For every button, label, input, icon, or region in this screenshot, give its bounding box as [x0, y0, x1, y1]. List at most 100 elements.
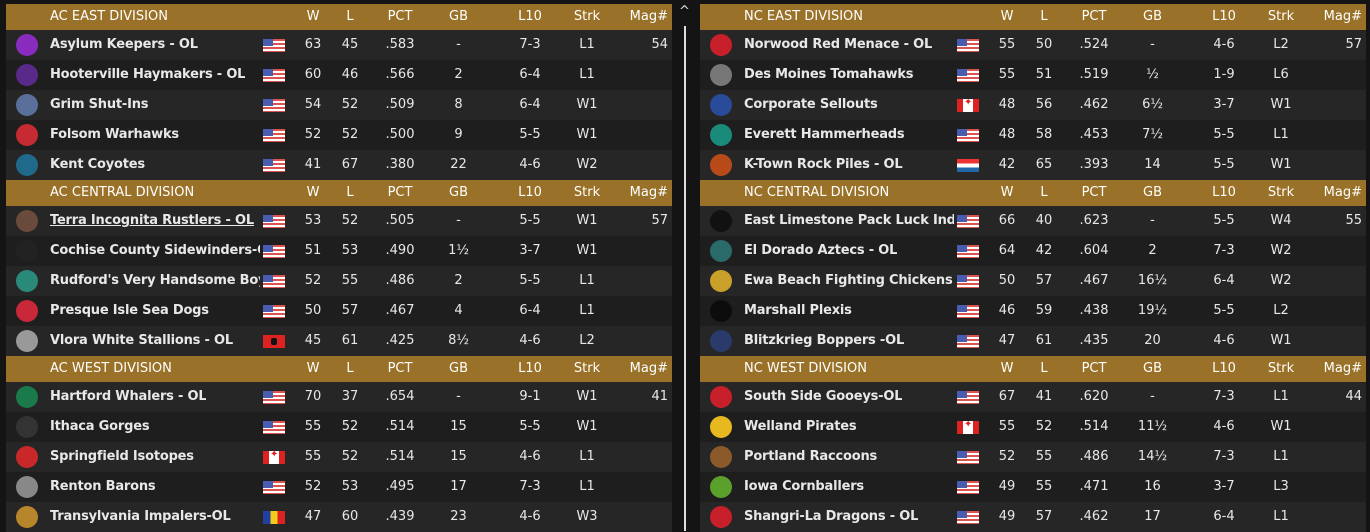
- column-header-pct[interactable]: PCT: [1081, 361, 1107, 376]
- team-row[interactable]: Blitzkrieg Boppers -OL 47 61 .435 20 4-6 W1: [700, 326, 1366, 356]
- column-header-w[interactable]: W: [306, 185, 320, 200]
- team-row[interactable]: Presque Isle Sea Dogs 50 57 .467 4 6-4 L1: [6, 296, 672, 326]
- column-header-strk[interactable]: Strk: [1267, 9, 1295, 24]
- team-name-link[interactable]: Ithaca Gorges: [50, 419, 150, 434]
- column-header-mag[interactable]: Mag#: [1323, 185, 1362, 200]
- team-row[interactable]: Cochise County Sidewinders-OL 51 53 .490 1½ 3…: [6, 236, 672, 266]
- team-name-link[interactable]: South Side Gooeys-OL: [744, 389, 903, 404]
- team-name-link[interactable]: K-Town Rock Piles - OL: [744, 157, 903, 172]
- team-row[interactable]: Shangri-La Dragons - OL 49 57 .462 17 6-4 L1: [700, 502, 1366, 532]
- team-name-link[interactable]: Ewa Beach Fighting Chickens -: [744, 273, 954, 288]
- column-header-gb[interactable]: GB: [449, 9, 468, 24]
- column-header-pct[interactable]: PCT: [387, 185, 413, 200]
- team-row[interactable]: Folsom Warhawks 52 52 .500 9 5-5 W1: [6, 120, 672, 150]
- team-row[interactable]: Des Moines Tomahawks 55 51 .519 ½ 1-9 L6: [700, 60, 1366, 90]
- team-name-link[interactable]: Vlora White Stallions - OL: [50, 333, 233, 348]
- team-row[interactable]: Everett Hammerheads 48 58 .453 7½ 5-5 L1: [700, 120, 1366, 150]
- team-name-link[interactable]: Transylvania Impalers-OL: [50, 509, 231, 524]
- team-name-link[interactable]: East Limestone Pack Luck Indians: [744, 213, 954, 228]
- column-header-mag[interactable]: Mag#: [629, 185, 668, 200]
- team-row[interactable]: South Side Gooeys-OL 67 41 .620 - 7-3 L1 44: [700, 382, 1366, 412]
- team-name-link[interactable]: Presque Isle Sea Dogs: [50, 303, 209, 318]
- column-header-strk[interactable]: Strk: [573, 361, 601, 376]
- team-name-link[interactable]: Marshall Plexis: [744, 303, 852, 318]
- column-header-gb[interactable]: GB: [449, 185, 468, 200]
- team-name-link[interactable]: Everett Hammerheads: [744, 127, 905, 142]
- team-name-link[interactable]: Cochise County Sidewinders-OL: [50, 243, 260, 258]
- team-row[interactable]: East Limestone Pack Luck Indians 66 40 .623…: [700, 206, 1366, 236]
- team-name-link[interactable]: Des Moines Tomahawks: [744, 67, 914, 82]
- team-name-link[interactable]: Welland Pirates: [744, 419, 857, 434]
- column-header-l10[interactable]: L10: [518, 9, 542, 24]
- column-header-l10[interactable]: L10: [1212, 9, 1236, 24]
- scrollbar[interactable]: ^: [676, 4, 694, 531]
- column-header-pct[interactable]: PCT: [387, 361, 413, 376]
- column-header-strk[interactable]: Strk: [1267, 185, 1295, 200]
- team-row[interactable]: Rudford's Very Handsome Boys 52 55 .486 2 5-5…: [6, 266, 672, 296]
- team-name-link[interactable]: Renton Barons: [50, 479, 156, 494]
- team-name-link[interactable]: Iowa Cornballers: [744, 479, 864, 494]
- column-header-l[interactable]: L: [346, 185, 354, 200]
- team-row[interactable]: K-Town Rock Piles - OL 42 65 .393 14 5-5 W1: [700, 150, 1366, 180]
- team-row[interactable]: Welland Pirates 55 52 .514 11½ 4-6 W1: [700, 412, 1366, 442]
- column-header-strk[interactable]: Strk: [573, 185, 601, 200]
- team-row[interactable]: Portland Raccoons 52 55 .486 14½ 7-3 L1: [700, 442, 1366, 472]
- team-name-link[interactable]: Blitzkrieg Boppers -OL: [744, 333, 905, 348]
- column-header-w[interactable]: W: [306, 361, 320, 376]
- column-header-mag[interactable]: Mag#: [629, 9, 668, 24]
- team-row[interactable]: Hooterville Haymakers - OL 60 46 .566 2 6-4 L1: [6, 60, 672, 90]
- scrollbar-track[interactable]: [684, 26, 686, 531]
- team-row[interactable]: Ewa Beach Fighting Chickens - 50 57 .467 16½…: [700, 266, 1366, 296]
- team-row[interactable]: Norwood Red Menace - OL 55 50 .524 - 4-6 L2 57: [700, 30, 1366, 60]
- column-header-l10[interactable]: L10: [1212, 361, 1236, 376]
- team-row[interactable]: Hartford Whalers - OL 70 37 .654 - 9-1 W1 41: [6, 382, 672, 412]
- column-header-mag[interactable]: Mag#: [1323, 361, 1362, 376]
- column-header-gb[interactable]: GB: [1143, 185, 1162, 200]
- team-row[interactable]: El Dorado Aztecs - OL 64 42 .604 2 7-3 W2: [700, 236, 1366, 266]
- team-name-link[interactable]: Asylum Keepers - OL: [50, 37, 198, 52]
- column-header-l[interactable]: L: [1040, 9, 1048, 24]
- column-header-gb[interactable]: GB: [449, 361, 468, 376]
- team-row[interactable]: Iowa Cornballers 49 55 .471 16 3-7 L3: [700, 472, 1366, 502]
- team-row[interactable]: Terra Incognita Rustlers - OL 53 52 .505 - 5-…: [6, 206, 672, 236]
- column-header-l10[interactable]: L10: [518, 361, 542, 376]
- team-name-link[interactable]: Hartford Whalers - OL: [50, 389, 207, 404]
- column-header-w[interactable]: W: [1000, 185, 1014, 200]
- column-header-strk[interactable]: Strk: [573, 9, 601, 24]
- column-header-l10[interactable]: L10: [518, 185, 542, 200]
- column-header-w[interactable]: W: [306, 9, 320, 24]
- team-row[interactable]: Vlora White Stallions - OL 45 61 .425 8½ 4-6 L…: [6, 326, 672, 356]
- column-header-mag[interactable]: Mag#: [629, 361, 668, 376]
- column-header-l[interactable]: L: [346, 361, 354, 376]
- team-name-link[interactable]: Grim Shut-Ins: [50, 97, 149, 112]
- column-header-gb[interactable]: GB: [1143, 9, 1162, 24]
- column-header-strk[interactable]: Strk: [1267, 361, 1295, 376]
- team-row[interactable]: Springfield Isotopes 55 52 .514 15 4-6 L1: [6, 442, 672, 472]
- team-name-link[interactable]: Norwood Red Menace - OL: [744, 37, 933, 52]
- column-header-pct[interactable]: PCT: [1081, 9, 1107, 24]
- column-header-gb[interactable]: GB: [1143, 361, 1162, 376]
- team-row[interactable]: Ithaca Gorges 55 52 .514 15 5-5 W1: [6, 412, 672, 442]
- column-header-l10[interactable]: L10: [1212, 185, 1236, 200]
- team-name-link[interactable]: Folsom Warhawks: [50, 127, 179, 142]
- team-name-link[interactable]: Springfield Isotopes: [50, 449, 194, 464]
- team-row[interactable]: Renton Barons 52 53 .495 17 7-3 L1: [6, 472, 672, 502]
- column-header-l[interactable]: L: [1040, 185, 1048, 200]
- team-row[interactable]: Asylum Keepers - OL 63 45 .583 - 7-3 L1 54: [6, 30, 672, 60]
- team-row[interactable]: Marshall Plexis 46 59 .438 19½ 5-5 L2: [700, 296, 1366, 326]
- team-name-link[interactable]: Rudford's Very Handsome Boys: [50, 273, 260, 288]
- team-name-link[interactable]: Kent Coyotes: [50, 157, 145, 172]
- column-header-l[interactable]: L: [346, 9, 354, 24]
- team-name-link[interactable]: Portland Raccoons: [744, 449, 878, 464]
- column-header-pct[interactable]: PCT: [387, 9, 413, 24]
- team-row[interactable]: Transylvania Impalers-OL 47 60 .439 23 4-6 W3: [6, 502, 672, 532]
- team-name-link[interactable]: Shangri-La Dragons - OL: [744, 509, 919, 524]
- team-name-link[interactable]: El Dorado Aztecs - OL: [744, 243, 898, 258]
- team-name-link[interactable]: Terra Incognita Rustlers - OL: [50, 213, 254, 228]
- scroll-up-icon[interactable]: ^: [679, 4, 690, 19]
- column-header-mag[interactable]: Mag#: [1323, 9, 1362, 24]
- column-header-w[interactable]: W: [1000, 9, 1014, 24]
- team-name-link[interactable]: Hooterville Haymakers - OL: [50, 67, 246, 82]
- team-row[interactable]: Kent Coyotes 41 67 .380 22 4-6 W2: [6, 150, 672, 180]
- team-row[interactable]: Grim Shut-Ins 54 52 .509 8 6-4 W1: [6, 90, 672, 120]
